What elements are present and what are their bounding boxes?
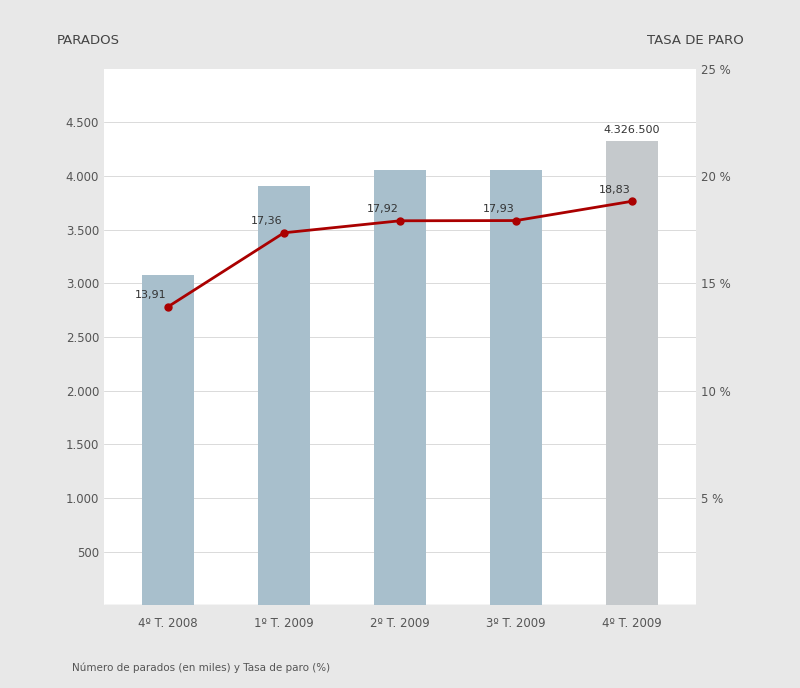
Bar <box>142 275 194 605</box>
Text: 17,92: 17,92 <box>366 204 398 215</box>
Bar <box>258 186 310 605</box>
Text: 18,83: 18,83 <box>599 185 630 195</box>
Text: 4.326.500: 4.326.500 <box>604 125 661 135</box>
Text: TASA DE PARO: TASA DE PARO <box>646 34 743 47</box>
Bar <box>104 605 696 659</box>
Bar <box>606 141 658 605</box>
Bar <box>374 170 426 605</box>
Text: PARADOS: PARADOS <box>57 34 120 47</box>
Text: 17,93: 17,93 <box>482 204 514 214</box>
Text: Número de parados (en miles) y Tasa de paro (%): Número de parados (en miles) y Tasa de p… <box>72 663 330 673</box>
Text: 13,91: 13,91 <box>134 290 166 301</box>
Bar <box>490 170 542 605</box>
Text: 17,36: 17,36 <box>250 216 282 226</box>
